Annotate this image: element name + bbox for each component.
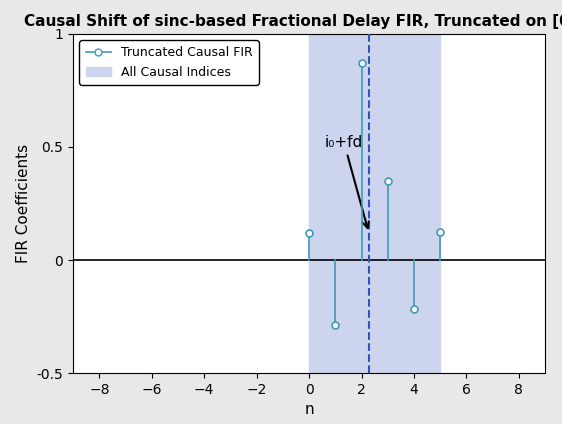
- Legend: Truncated Causal FIR, All Causal Indices: Truncated Causal FIR, All Causal Indices: [79, 40, 259, 85]
- Y-axis label: FIR Coefficients: FIR Coefficients: [16, 144, 31, 263]
- Title: Causal Shift of sinc-based Fractional Delay FIR, Truncated on [0:5]: Causal Shift of sinc-based Fractional De…: [24, 14, 562, 28]
- X-axis label: n: n: [304, 402, 314, 417]
- Bar: [309, 34, 440, 373]
- Text: i₀+fd: i₀+fd: [325, 135, 369, 228]
